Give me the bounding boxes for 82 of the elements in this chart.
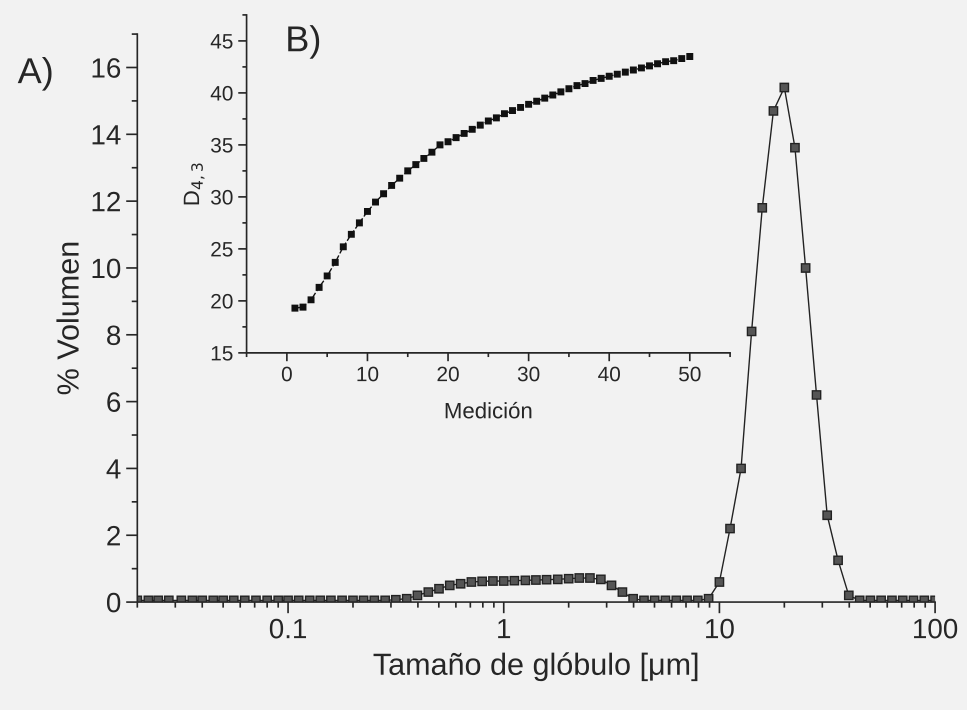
point — [396, 174, 404, 182]
point — [436, 141, 444, 148]
y-tick-label: 25 — [211, 242, 233, 257]
point — [646, 62, 653, 70]
point — [428, 148, 436, 156]
y-tick-label: 15 — [212, 346, 233, 361]
point — [509, 107, 516, 114]
x-tick-label: 20 — [438, 366, 459, 382]
point — [654, 60, 662, 68]
point — [484, 118, 492, 124]
y-tick-label: 30 — [211, 190, 233, 205]
point — [574, 82, 580, 90]
point — [686, 53, 694, 60]
point — [348, 230, 355, 238]
point — [606, 72, 613, 80]
point — [452, 134, 460, 142]
y-tick-label: 35 — [211, 138, 233, 153]
x-tick-label: 10 — [357, 366, 378, 382]
point — [662, 58, 670, 66]
point — [412, 161, 420, 168]
point — [300, 304, 306, 311]
point — [468, 126, 476, 133]
point — [500, 110, 508, 118]
y-tick-label: 12 — [92, 192, 120, 212]
x-tick-label: 30 — [518, 366, 540, 382]
point — [582, 80, 589, 88]
point — [340, 243, 347, 250]
point — [565, 85, 572, 92]
point — [460, 130, 468, 137]
point — [364, 208, 371, 215]
y-tick-label: 20 — [211, 294, 233, 309]
point — [444, 138, 452, 146]
point — [420, 154, 428, 162]
y-tick-label: 16 — [92, 58, 120, 78]
point — [476, 122, 484, 129]
y-tick-label: 6 — [107, 392, 120, 412]
point — [638, 64, 645, 72]
point — [316, 284, 323, 291]
point — [590, 76, 597, 84]
point — [404, 167, 412, 174]
x-tick-label: 40 — [598, 366, 620, 382]
y-axis-title: % Volumen — [56, 242, 79, 394]
point — [308, 296, 315, 304]
x-tick-label: 0.1 — [270, 618, 306, 638]
y-tick-label: 14 — [92, 125, 121, 144]
point — [372, 198, 379, 206]
point — [291, 304, 298, 312]
x-tick-label: 50 — [679, 366, 701, 382]
point — [380, 190, 388, 198]
point — [324, 272, 331, 280]
point — [541, 94, 548, 102]
point — [356, 219, 363, 226]
point — [492, 114, 500, 122]
y-tick-label: 2 — [107, 526, 120, 546]
point — [622, 68, 629, 76]
point — [388, 182, 396, 189]
point — [557, 88, 564, 96]
x-tick-label: 1 — [498, 619, 510, 638]
point — [630, 66, 637, 74]
text: A) — [18, 57, 52, 91]
point — [598, 74, 605, 82]
x-tick-label: 10 — [706, 618, 734, 638]
point — [525, 100, 532, 108]
y-tick-label: 40 — [210, 86, 233, 101]
point — [670, 57, 678, 64]
y-axis-title: D$_{4,3}$ — [184, 163, 205, 204]
x-axis-title: Tamaño de glóbulo [μm] — [374, 652, 698, 682]
y-tick-label: 8 — [107, 325, 120, 346]
point — [332, 258, 339, 266]
x-tick-label: 0 — [282, 366, 292, 382]
y-tick-label: 45 — [210, 34, 233, 49]
point — [533, 98, 540, 105]
point — [517, 104, 524, 111]
x-tick-label: 100 — [914, 618, 958, 638]
y-tick-label: 10 — [92, 258, 120, 278]
y-tick-label: 4 — [106, 459, 121, 478]
x-axis-title: Medición — [446, 402, 532, 418]
point — [549, 92, 556, 98]
annotation: B) — [288, 25, 320, 59]
point — [614, 70, 621, 78]
y-tick-label: 0 — [106, 592, 120, 612]
point — [678, 55, 686, 62]
